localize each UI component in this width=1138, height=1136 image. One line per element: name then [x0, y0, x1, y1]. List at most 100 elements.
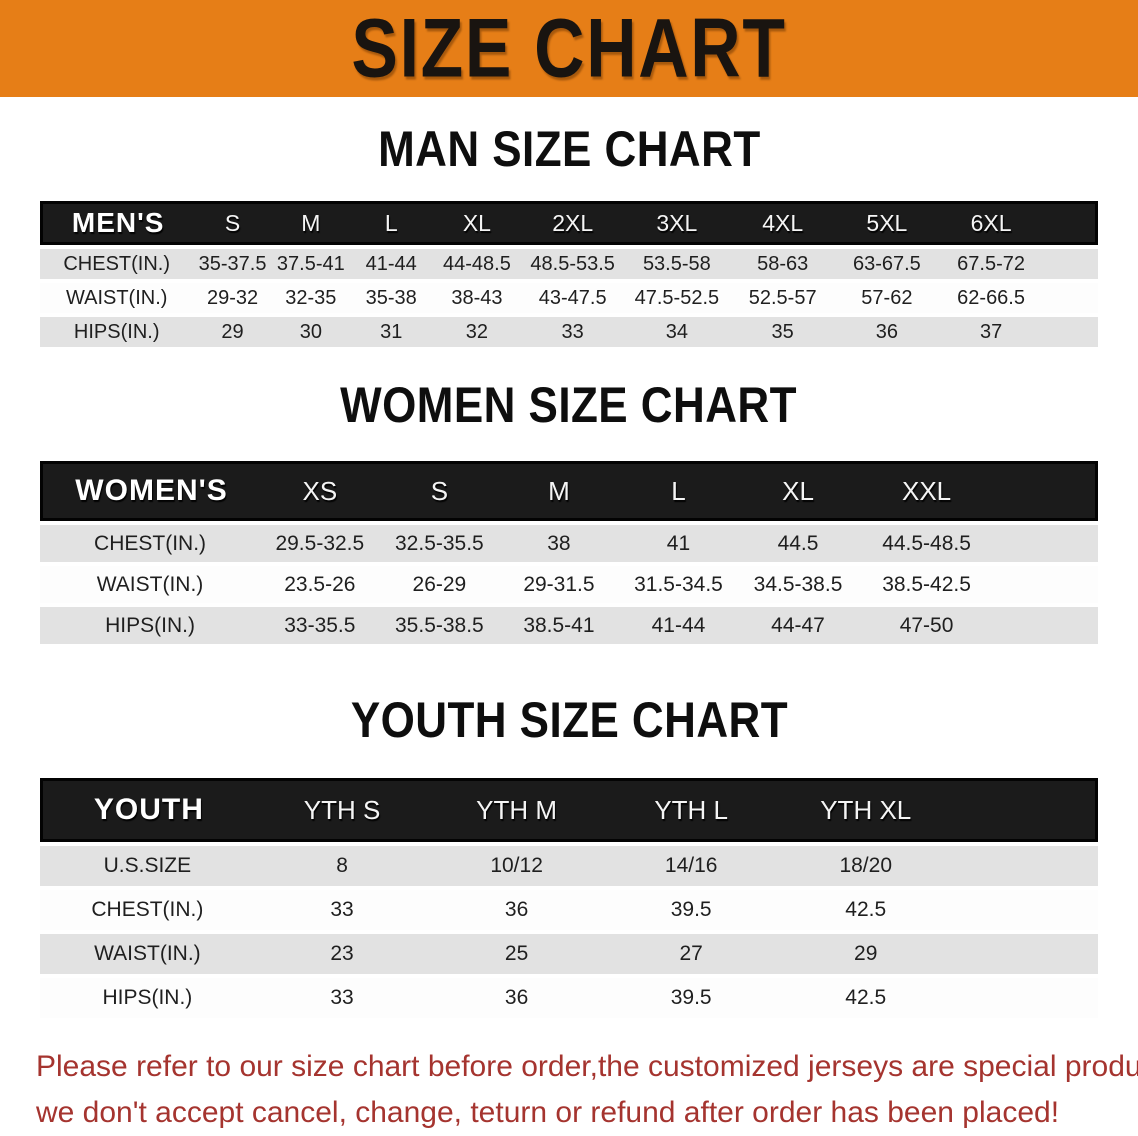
cell: 37	[938, 317, 1044, 347]
cell: 26-29	[379, 566, 500, 603]
table-header-row: YOUTH YTH S YTH M YTH L YTH XL	[40, 778, 1098, 842]
table-row: HIPS(IN.) 33-35.5 35.5-38.5 38.5-41 41-44 44-…	[40, 607, 1098, 644]
disclaimer-line-1: Please refer to our size chart before or…	[36, 1050, 1138, 1083]
cell: 8	[254, 846, 430, 886]
cell: 33	[521, 317, 624, 347]
column-header: 2XL	[521, 201, 624, 245]
row-label: HIPS(IN.)	[40, 607, 261, 644]
cell: 48.5-53.5	[521, 249, 624, 279]
row-label: CHEST(IN.)	[40, 890, 255, 930]
spacer-cell	[995, 566, 1098, 603]
men-size-table: MEN'S S M L XL 2XL 3XL 4XL 5XL 6XL CHEST(IN.) 35-37…	[40, 197, 1098, 351]
youth-section-heading: YOUTH SIZE CHART	[0, 690, 1138, 750]
cell: 25	[429, 934, 604, 974]
cell: 36	[429, 978, 604, 1018]
table-title-cell: YOUTH	[40, 778, 255, 842]
cell: 41-44	[618, 607, 739, 644]
cell: 47-50	[857, 607, 996, 644]
cell: 41	[618, 525, 739, 562]
spacer-cell	[953, 978, 1098, 1018]
table-row: HIPS(IN.) 33 36 39.5 42.5	[40, 978, 1098, 1018]
column-header: XXL	[857, 461, 996, 521]
spacer-cell	[1043, 317, 1098, 347]
column-header: YTH L	[603, 778, 779, 842]
column-header: 3XL	[623, 201, 730, 245]
banner-title: SIZE CHART	[351, 1, 787, 95]
column-header: YTH M	[429, 778, 604, 842]
cell: 32	[432, 317, 522, 347]
row-label: CHEST(IN.)	[40, 249, 194, 279]
column-header: S	[193, 201, 272, 245]
cell: 14/16	[603, 846, 779, 886]
column-header: M	[271, 201, 350, 245]
cell: 33	[254, 978, 430, 1018]
table-row: CHEST(IN.) 33 36 39.5 42.5	[40, 890, 1098, 930]
cell: 42.5	[778, 890, 954, 930]
women-size-table: WOMEN'S XS S M L XL XXL CHEST(IN.) 29.5-32.5 32.5…	[40, 457, 1098, 648]
cell: 57-62	[835, 283, 939, 313]
column-header: YTH XL	[778, 778, 954, 842]
cell: 52.5-57	[729, 283, 836, 313]
disclaimer-line-2: we don't accept cancel, change, teturn o…	[36, 1096, 1060, 1129]
cell: 67.5-72	[938, 249, 1044, 279]
table-row: CHEST(IN.) 29.5-32.5 32.5-35.5 38 41 44.5 44.5…	[40, 525, 1098, 562]
spacer-cell	[953, 846, 1098, 886]
cell: 34	[623, 317, 730, 347]
spacer-cell	[953, 890, 1098, 930]
women-heading-text: WOMEN SIZE CHART	[340, 377, 798, 433]
spacer-cell	[1043, 283, 1098, 313]
cell: 63-67.5	[835, 249, 939, 279]
cell: 38.5-42.5	[857, 566, 996, 603]
cell: 35-38	[349, 283, 433, 313]
column-header: S	[379, 461, 500, 521]
cell: 31.5-34.5	[618, 566, 739, 603]
row-label: CHEST(IN.)	[40, 525, 261, 562]
cell: 29.5-32.5	[260, 525, 380, 562]
column-header: XL	[738, 461, 858, 521]
row-label: U.S.SIZE	[40, 846, 255, 886]
size-chart-banner: SIZE CHART	[0, 0, 1138, 97]
row-label: HIPS(IN.)	[40, 317, 194, 347]
cell: 38	[499, 525, 619, 562]
cell: 23	[254, 934, 430, 974]
cell: 62-66.5	[938, 283, 1044, 313]
cell: 38.5-41	[499, 607, 619, 644]
disclaimer-note: Please refer to our size chart before or…	[0, 1044, 1138, 1136]
cell: 53.5-58	[623, 249, 730, 279]
cell: 41-44	[349, 249, 433, 279]
cell: 33-35.5	[260, 607, 380, 644]
cell: 33	[254, 890, 430, 930]
cell: 39.5	[603, 890, 779, 930]
cell: 37.5-41	[271, 249, 350, 279]
cell: 34.5-38.5	[738, 566, 858, 603]
row-label: WAIST(IN.)	[40, 566, 261, 603]
spacer-cell	[995, 461, 1098, 521]
women-section-heading: WOMEN SIZE CHART	[0, 375, 1138, 435]
column-header: L	[618, 461, 739, 521]
cell: 35-37.5	[193, 249, 272, 279]
cell: 38-43	[432, 283, 522, 313]
spacer-cell	[953, 934, 1098, 974]
cell: 29-32	[193, 283, 272, 313]
men-heading-text: MAN SIZE CHART	[377, 121, 761, 177]
spacer-cell	[953, 778, 1098, 842]
column-header: 6XL	[938, 201, 1044, 245]
spacer-cell	[1043, 249, 1098, 279]
cell: 39.5	[603, 978, 779, 1018]
row-label: WAIST(IN.)	[40, 934, 255, 974]
cell: 36	[429, 890, 604, 930]
row-label: WAIST(IN.)	[40, 283, 194, 313]
cell: 10/12	[429, 846, 604, 886]
table-title-cell: WOMEN'S	[40, 461, 261, 521]
column-header: 4XL	[729, 201, 836, 245]
table-header-row: MEN'S S M L XL 2XL 3XL 4XL 5XL 6XL	[40, 201, 1098, 245]
cell: 31	[349, 317, 433, 347]
column-header: XL	[432, 201, 522, 245]
column-header: L	[349, 201, 433, 245]
cell: 44-47	[738, 607, 858, 644]
youth-size-section: YOUTH SIZE CHART YOUTH YTH S YTH M YTH L YTH…	[0, 690, 1138, 1022]
cell: 32-35	[271, 283, 350, 313]
men-size-section: MAN SIZE CHART MEN'S S M L XL 2XL 3XL 4XL 5XL 6XL…	[0, 119, 1138, 351]
youth-heading-text: YOUTH SIZE CHART	[350, 692, 788, 748]
women-size-section: WOMEN SIZE CHART WOMEN'S XS S M L XL XXL CHEST(…	[0, 375, 1138, 648]
